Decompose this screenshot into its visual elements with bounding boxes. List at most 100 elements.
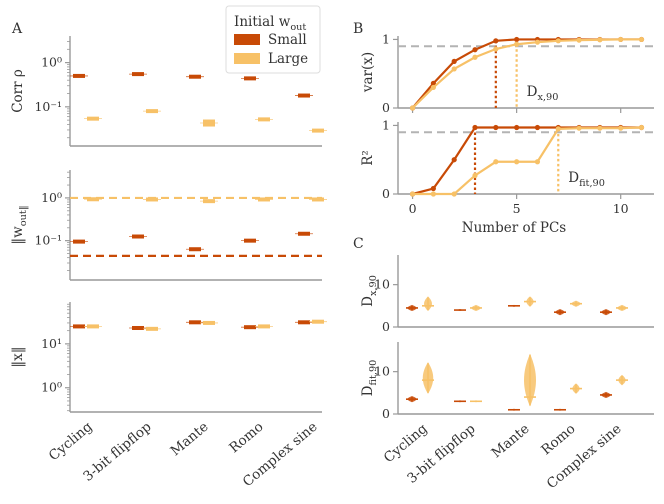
- B2-point-large: [514, 159, 520, 165]
- A3-box-small: [189, 320, 201, 325]
- B2-line-large: [412, 126, 642, 196]
- A3-tick-label: 10⁰: [41, 380, 62, 395]
- B1-ytick-label: 0: [382, 100, 390, 115]
- B2-point-large: [451, 191, 457, 197]
- B2-point-small: [430, 185, 436, 192]
- B1-point-small: [451, 58, 457, 64]
- legend: Initial wout Small Large: [225, 5, 321, 74]
- A1-box-large: [203, 119, 215, 127]
- B1-line-large: [411, 38, 642, 109]
- B1-point-large: [409, 105, 416, 111]
- A1-box-small: [73, 73, 85, 78]
- C2-ylabel: Dfit,90: [360, 360, 379, 397]
- C1-ylabel: Dx,90: [360, 275, 379, 307]
- B2-point-large: [638, 124, 645, 131]
- c-category-label: Mante: [489, 421, 533, 462]
- A2-box-large: [203, 199, 215, 204]
- B2-annotation: Dfit,90: [568, 170, 605, 189]
- A1-box-small: [132, 72, 144, 77]
- C2-ytick-label: 10: [374, 364, 390, 379]
- A1-box-large: [258, 117, 270, 122]
- B2-point-large: [618, 125, 624, 131]
- B1-point-large: [430, 84, 436, 91]
- legend-title: Initial wout: [234, 14, 306, 33]
- a-category-label: Romo: [226, 419, 266, 456]
- B1-point-large: [451, 66, 457, 72]
- A1-box-large: [312, 128, 324, 133]
- B1-point-large: [555, 38, 561, 44]
- A3-box-large: [203, 320, 215, 325]
- B1-point-small: [514, 36, 520, 43]
- B1-point-large: [472, 54, 478, 60]
- A2-tick-label: 10⁻¹: [34, 233, 62, 248]
- legend-swatch-small: [234, 34, 260, 45]
- A3-box-small: [73, 324, 85, 329]
- B1-point-large: [493, 46, 499, 52]
- A2-box-large: [146, 197, 158, 202]
- panel-letter-b: B: [353, 21, 363, 37]
- A2-ylabel: ‖wout‖: [10, 205, 29, 244]
- A2-box-small: [132, 234, 144, 239]
- A2-tick-label: 10⁰: [41, 190, 62, 205]
- B2-point-large: [493, 159, 499, 165]
- B2-point-large: [597, 125, 603, 131]
- B1-point-small: [430, 80, 436, 86]
- B1-ytick-label: 1: [382, 31, 390, 46]
- A2-box-small: [73, 239, 85, 244]
- B2-point-small: [493, 124, 499, 131]
- A1-tick-label: 10⁰: [41, 55, 62, 70]
- A1-box-large: [87, 116, 99, 121]
- A2-box-large: [258, 197, 270, 202]
- A3-box-small: [132, 325, 144, 330]
- B1-point-large: [576, 37, 582, 43]
- B1-point-large: [534, 39, 541, 45]
- B1-point-small: [472, 47, 478, 53]
- legend-swatch-large: [234, 53, 260, 64]
- B1-annotation: Dx,90: [527, 84, 559, 103]
- B2-point-small: [451, 157, 457, 163]
- B1-ylabel: var(x): [360, 52, 376, 93]
- B2-ytick-label: 0: [382, 186, 390, 201]
- A2-box-small: [189, 247, 201, 252]
- C1-ytick-label: 10: [374, 277, 390, 292]
- A3-box-large: [312, 319, 324, 324]
- panel-b-var: 0 1 var(x) Dx,90: [360, 31, 654, 115]
- A1-tick-label: 10⁻¹: [34, 99, 62, 114]
- B2-xtick-label: 0: [409, 201, 417, 216]
- A1-ylabel: Corr ρ: [10, 69, 26, 113]
- C2-ytick-label: 0: [382, 406, 390, 421]
- A3-box-large: [258, 324, 270, 329]
- A3-box-large: [146, 326, 158, 331]
- B1-point-large: [638, 36, 645, 43]
- B1-point-large: [597, 37, 603, 43]
- A1-box-large: [146, 109, 158, 114]
- B2-point-large: [472, 172, 478, 179]
- A2-box-small: [298, 231, 310, 236]
- panel-letter-a: A: [11, 21, 23, 37]
- B2-ylabel: R²: [360, 150, 376, 166]
- A1-box-small: [298, 93, 310, 98]
- B2-point-small: [514, 124, 520, 131]
- A1-box-small: [244, 76, 256, 81]
- A3-box-small: [244, 325, 256, 330]
- A3-ylabel: ‖x‖: [10, 346, 26, 367]
- B2-point-large: [430, 191, 436, 197]
- legend-label-large: Large: [268, 51, 308, 67]
- a-category-label: Cycling: [46, 419, 96, 465]
- A2-box-large: [312, 197, 324, 202]
- B2-point-large: [409, 191, 416, 197]
- B2-point-small: [534, 124, 541, 131]
- panel-letter-c: C: [353, 236, 364, 252]
- B2-xtick-label: 5: [513, 201, 521, 216]
- c-category-label: Romo: [538, 421, 578, 458]
- A2-box-small: [244, 238, 256, 243]
- A1-box-small: [189, 74, 201, 79]
- B2-xtick-label: 10: [613, 201, 629, 216]
- panel-a-wout-norm: 10⁰ 10⁻¹ ‖wout‖: [10, 170, 327, 281]
- B2-xlabel: Number of PCs: [462, 220, 567, 236]
- a-category-label: Mante: [168, 419, 212, 460]
